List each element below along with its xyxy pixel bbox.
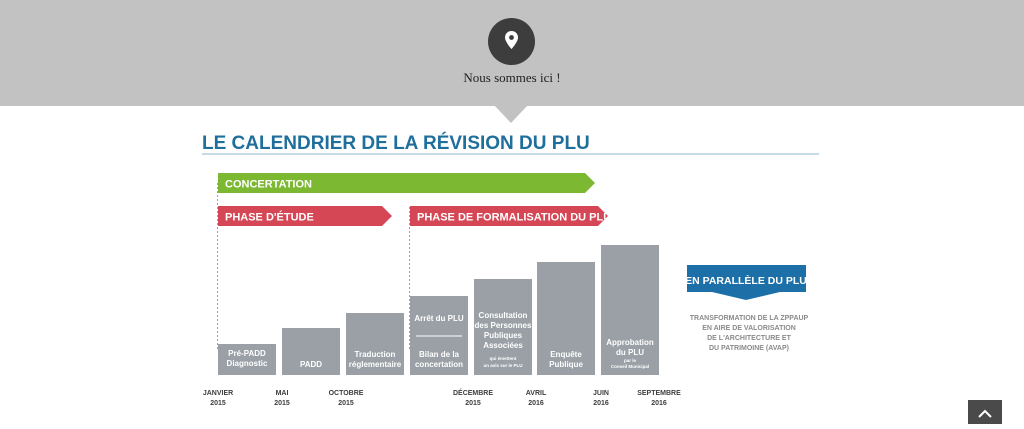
bar-small-label: un avis sur le PLU [483, 363, 522, 368]
bar-label: Enquête [550, 350, 582, 359]
bar-padd [282, 328, 340, 375]
date-year: 2016 [528, 400, 544, 407]
date-month: JANVIER [203, 390, 233, 397]
bar-label: Approbation [606, 338, 654, 347]
bar-label: des Personnes [475, 321, 532, 330]
date-month: JUIN [593, 390, 609, 397]
date-month: SEPTEMBRE [637, 390, 681, 397]
date-month: AVRIL [526, 390, 547, 397]
phase-formalisation-label: PHASE DE FORMALISATION DU PLU [417, 212, 611, 224]
phase-etude-arrow [218, 206, 392, 226]
date-month: MAI [276, 390, 289, 397]
bar-traduction [346, 313, 404, 375]
bar-label: Traduction [355, 350, 396, 359]
scroll-to-top-button[interactable] [968, 400, 1002, 424]
bar-small-label: par le [624, 358, 637, 363]
infographic-title: LE CALENDRIER DE LA RÉVISION DU PLU [202, 132, 590, 154]
bar-label: Arrêt du PLU [414, 314, 464, 323]
bar-label: du PLU [616, 348, 644, 357]
bar-small-label: qui émettent [490, 356, 517, 361]
date-month: DÉCEMBRE [453, 388, 493, 397]
bar-label: Diagnostic [227, 359, 268, 368]
bar-pre-padd [218, 344, 276, 375]
bar-label: réglementaire [349, 360, 402, 369]
date-year: 2016 [651, 400, 667, 407]
location-text: Nous sommes ici ! [463, 70, 561, 85]
bar-label: Bilan de la [419, 350, 460, 359]
bar-small-label: Conseil Municipal [611, 364, 649, 369]
phase-formalisation-arrow [410, 206, 608, 226]
date-year: 2016 [593, 400, 609, 407]
bar-consultation [474, 279, 532, 375]
date-month: OCTOBRE [329, 390, 364, 397]
banner-pointer [494, 105, 528, 123]
map-marker-icon [488, 18, 535, 65]
parallel-text-line: DE L'ARCHITECTURE ET [707, 335, 791, 342]
plu-calendar-infographic: LE CALENDRIER DE LA RÉVISION DU PLU CONC… [202, 132, 819, 407]
parallel-ribbon [687, 265, 806, 300]
bar-label: Pré-PADD [228, 349, 266, 358]
bar-enquete [537, 262, 595, 375]
bar-label: Consultation [479, 311, 528, 320]
date-year: 2015 [338, 400, 354, 407]
bar-label: Associées [483, 341, 523, 350]
phase-etude-label: PHASE D'ÉTUDE [225, 211, 314, 224]
bar-approbation [601, 245, 659, 375]
parallel-text-line: EN AIRE DE VALORISATION [702, 325, 796, 332]
parallel-text-line: DU PATRIMOINE (AVAP) [709, 345, 789, 352]
date-year: 2015 [274, 400, 290, 407]
date-year: 2015 [210, 400, 226, 407]
parallel-text-line: TRANSFORMATION DE LA ZPPAUP [690, 315, 809, 322]
parallel-label: EN PARALLÈLE DU PLU [685, 274, 807, 287]
date-year: 2015 [465, 400, 481, 407]
bar-label: Publiques [484, 331, 523, 340]
bar-label: concertation [415, 360, 463, 369]
concertation-arrow [218, 173, 595, 193]
bar-label: PADD [300, 360, 322, 369]
bar-label: Publique [549, 360, 583, 369]
concertation-label: CONCERTATION [225, 179, 312, 191]
chevron-up-icon [978, 409, 992, 418]
